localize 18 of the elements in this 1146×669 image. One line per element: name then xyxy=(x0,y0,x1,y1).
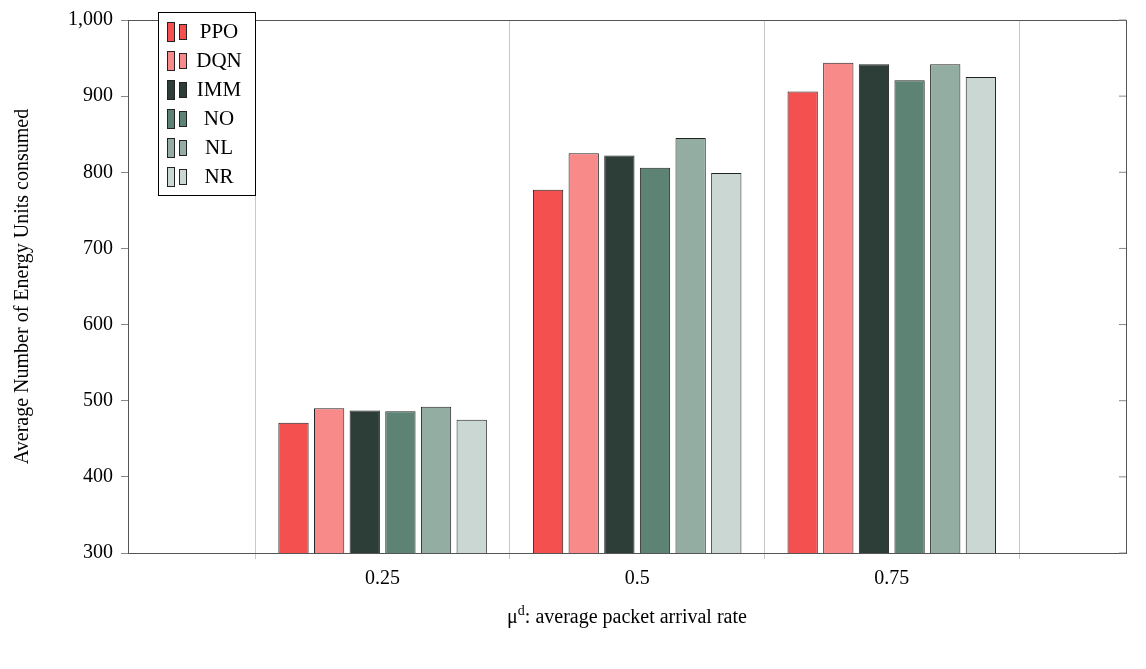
legend-label: PPO xyxy=(198,19,240,44)
y-tick-label: 500 xyxy=(83,387,113,410)
legend-label: NL xyxy=(204,135,234,160)
legend-label: NO xyxy=(202,106,236,131)
legend-label: IMM xyxy=(195,77,243,102)
y-tick-label: 700 xyxy=(83,235,113,258)
y-tick-label: 400 xyxy=(83,464,113,487)
y-tick-label: 600 xyxy=(83,311,113,334)
y-tick-label: 800 xyxy=(83,159,113,182)
legend-label: NR xyxy=(203,164,235,189)
x-tick-label: 0.5 xyxy=(624,566,650,589)
x-tick-label: 0.25 xyxy=(365,566,401,589)
x-tick-label: 0.75 xyxy=(874,566,910,589)
y-tick-label: 1,000 xyxy=(68,7,113,30)
legend-label: DQN xyxy=(195,48,243,73)
y-axis-title: Average Number of Energy Units consumed xyxy=(10,108,33,465)
y-tick-label: 300 xyxy=(83,540,113,563)
y-tick-label: 900 xyxy=(83,83,113,106)
